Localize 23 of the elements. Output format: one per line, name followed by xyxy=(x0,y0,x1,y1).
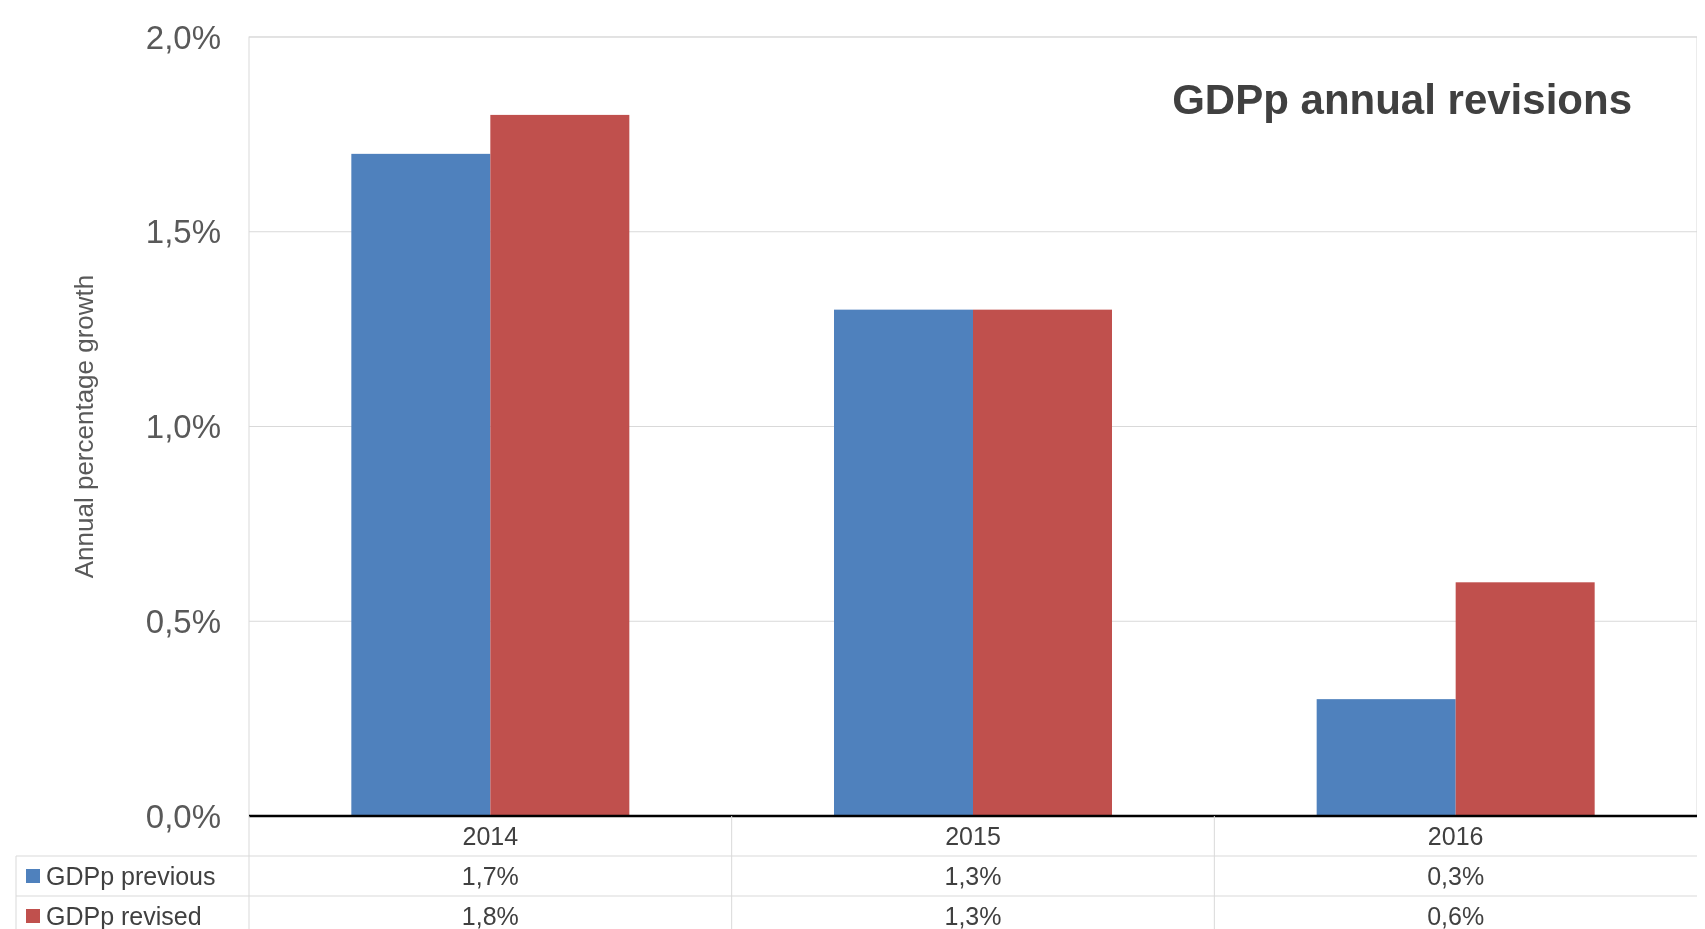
bar xyxy=(973,309,1112,816)
data-label: 1,3% xyxy=(944,901,1002,929)
y-tick-label: 0,5% xyxy=(145,602,221,640)
y-tick-label: 1,5% xyxy=(145,213,221,251)
bar xyxy=(490,114,630,816)
y-axis-title: Annual percentage growth xyxy=(69,274,99,579)
bar xyxy=(1316,699,1456,816)
bar xyxy=(351,153,491,816)
x-tick-label: 2016 xyxy=(1427,821,1484,850)
y-tick-label: 1,0% xyxy=(145,408,221,446)
data-label: 0,3% xyxy=(1427,861,1485,890)
legend-label: GDPp previous xyxy=(46,861,216,890)
x-tick-label: 2014 xyxy=(462,821,519,850)
data-label: 0,6% xyxy=(1427,901,1485,929)
data-label: 1,8% xyxy=(461,901,519,929)
data-label: 1,3% xyxy=(944,861,1002,890)
text: GDPp annual revisions xyxy=(1172,76,1632,123)
y-tick-label: 0,0% xyxy=(145,797,221,835)
bar xyxy=(834,309,973,816)
bar xyxy=(1455,582,1595,816)
data-label: 1,7% xyxy=(461,861,519,890)
x-tick-label: 2015 xyxy=(945,821,1001,850)
y-tick-label: 2,0% xyxy=(145,18,221,56)
